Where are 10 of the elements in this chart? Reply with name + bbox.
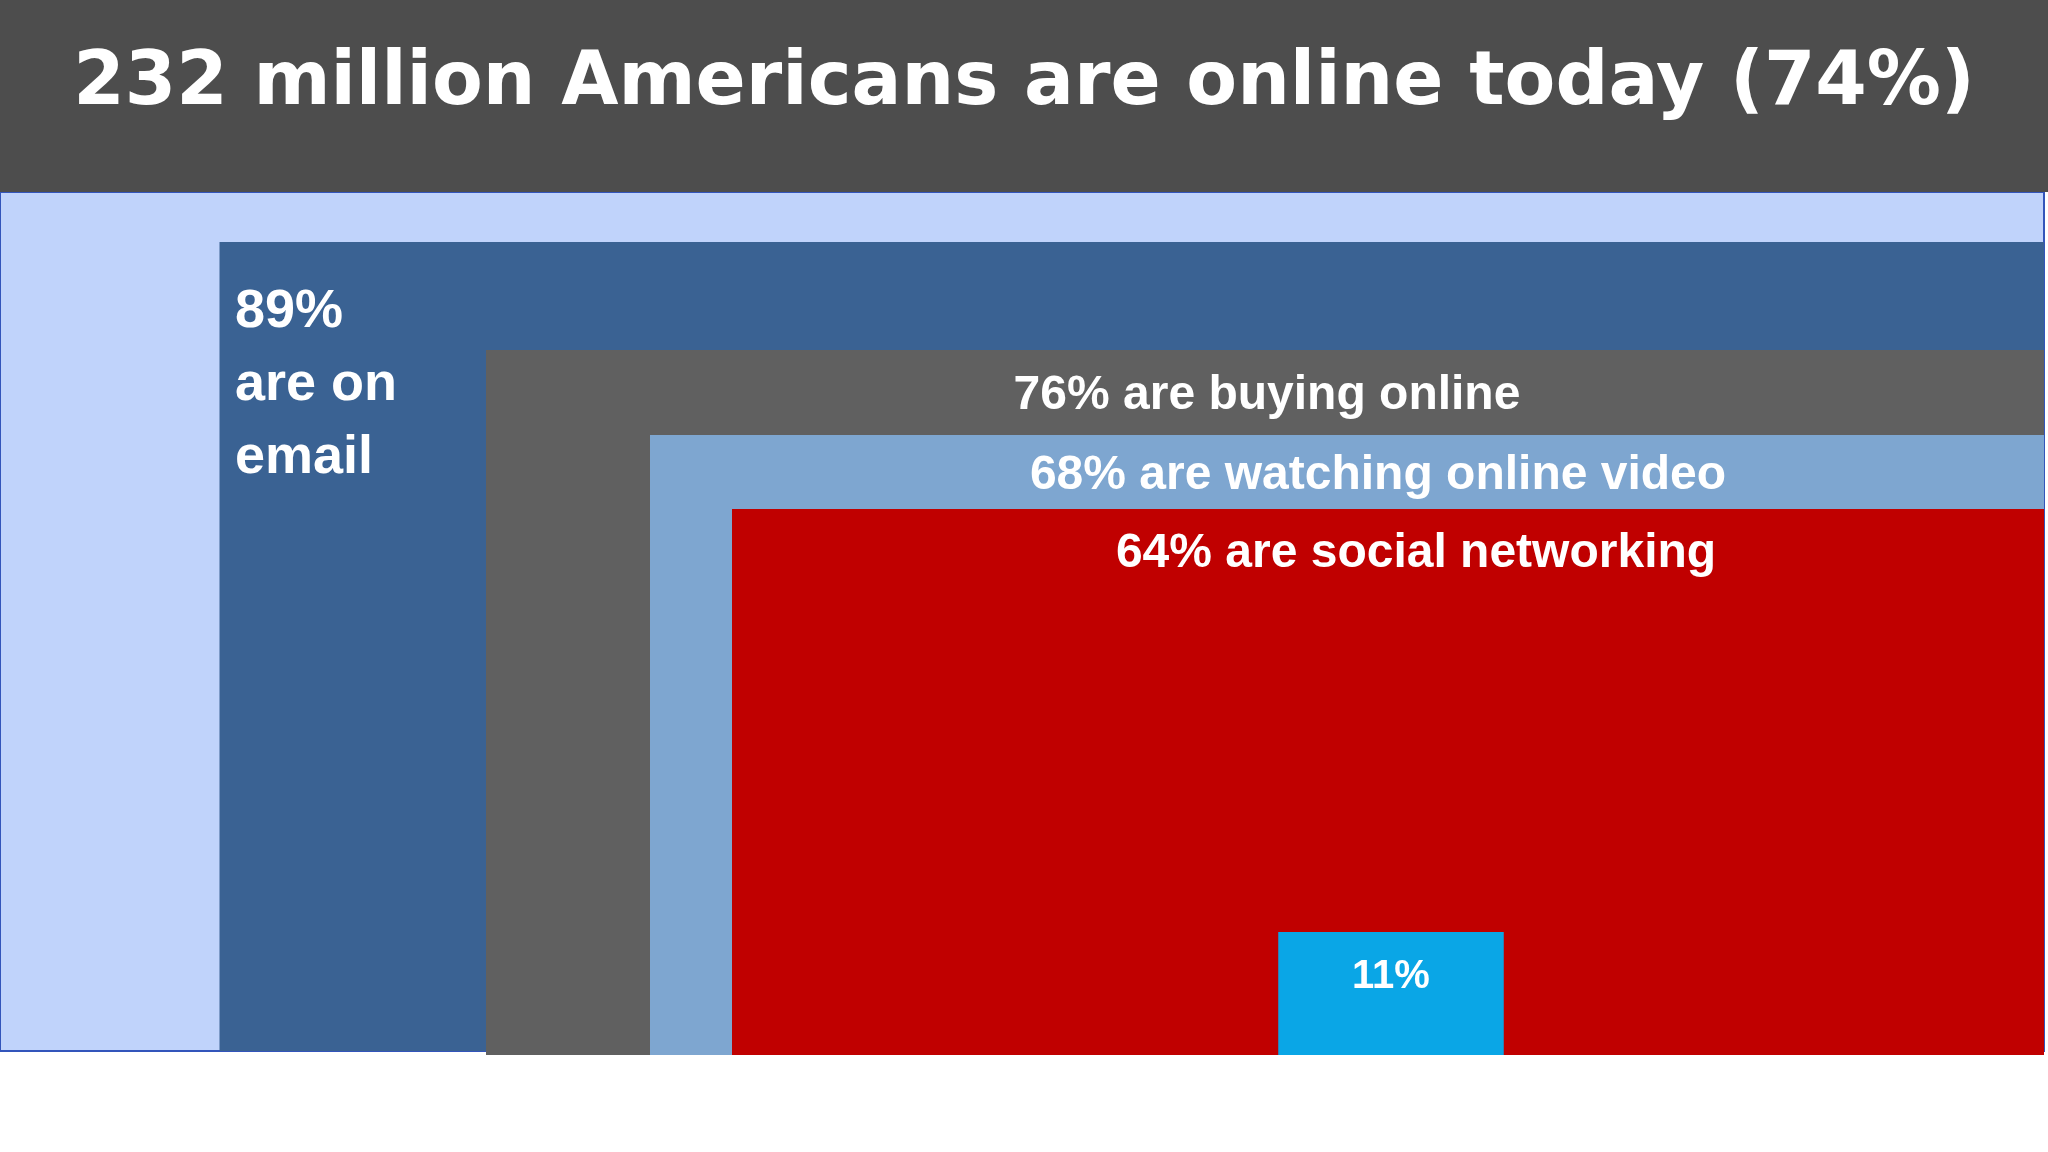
category-label: are social networking (1225, 523, 1717, 577)
category-label: are buying online (1123, 365, 1521, 419)
data-label: 11% (1352, 952, 1430, 996)
data-label: 89% (235, 278, 344, 339)
category-label: are on email (235, 351, 413, 485)
text: 232 million Americans are online today (74%) (73, 35, 1975, 121)
category-label: are watching online video (1139, 445, 1727, 499)
data-label: 76% (1013, 365, 1110, 419)
data-label: 68% (1029, 445, 1126, 499)
data-label: 64% (1115, 523, 1212, 577)
